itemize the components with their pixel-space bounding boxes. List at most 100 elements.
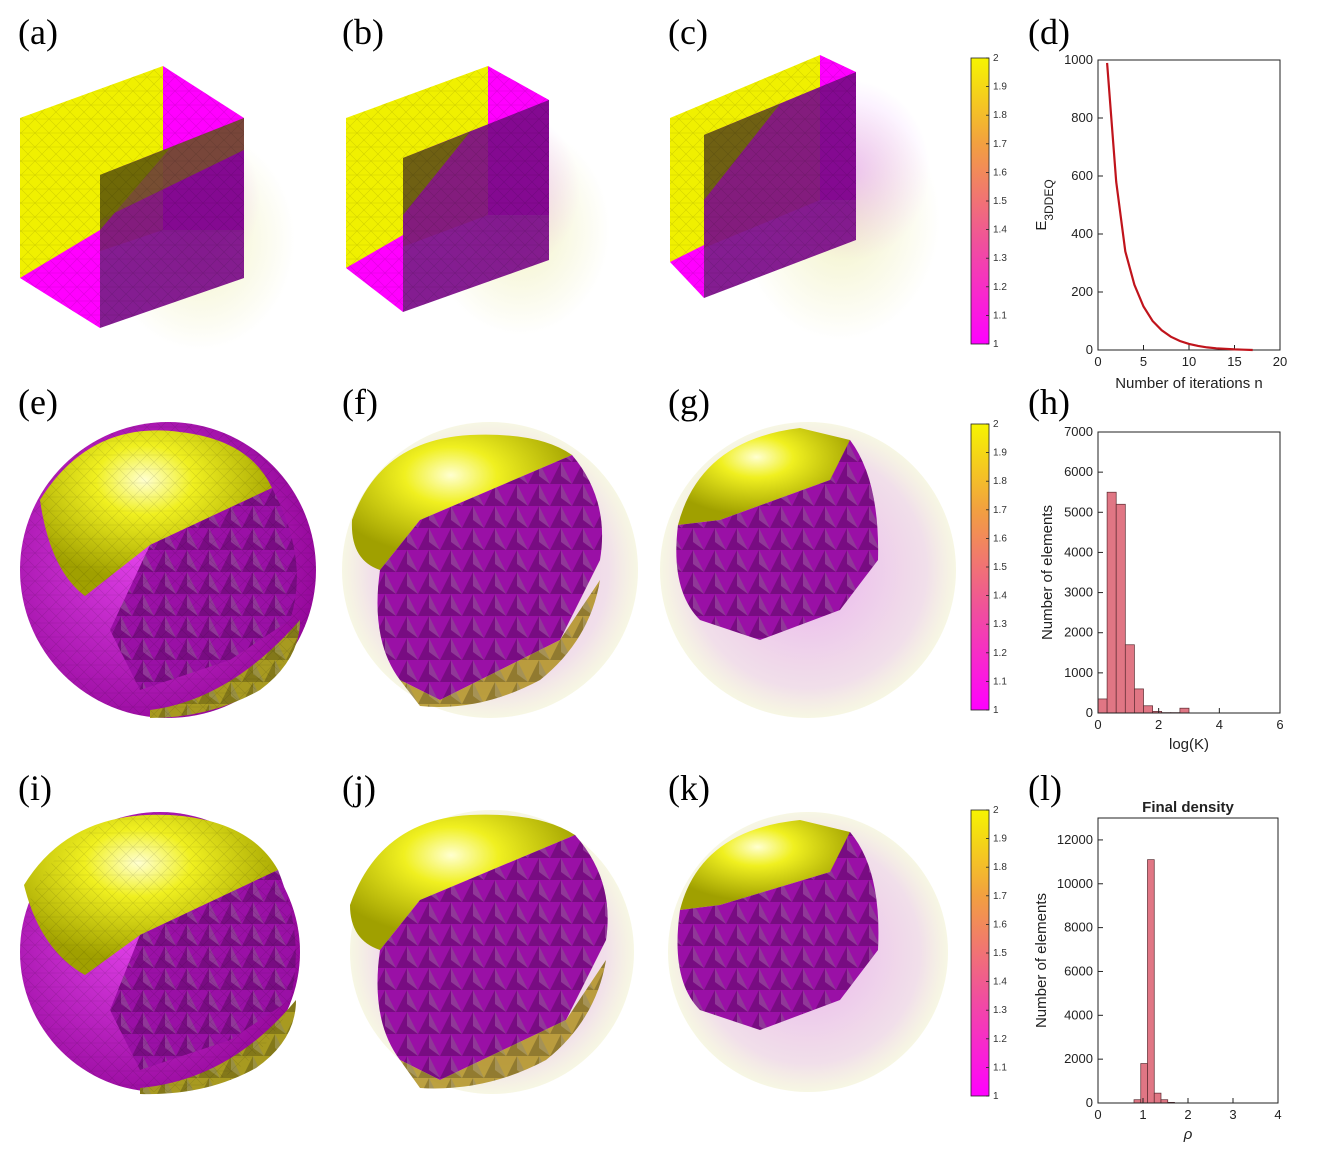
x-tick-label: 2 (1184, 1107, 1191, 1122)
cube-b (346, 66, 610, 335)
x-axis-label: Number of iterations n (1115, 375, 1263, 392)
y-axis-label: E3DDEQ (1033, 179, 1056, 230)
colorbar-tick-label: 1.7 (993, 505, 1007, 516)
x-tick-label: 10 (1182, 354, 1196, 369)
x-tick-label: 6 (1276, 717, 1283, 732)
cube-a (20, 66, 295, 350)
colorbar-tick-label: 1.6 (993, 533, 1007, 544)
colorbar-tick-label: 2 (993, 805, 999, 816)
sphere-g (660, 422, 956, 718)
panel-label-g: (g) (668, 382, 710, 422)
x-tick-label: 2 (1155, 717, 1162, 732)
colorbar-tick-label: 1.1 (993, 310, 1007, 321)
sphere-k (668, 812, 948, 1092)
histogram-bar (1097, 698, 1108, 714)
colorbar-tick-label: 1 (993, 339, 999, 350)
x-tick-label: 4 (1274, 1107, 1281, 1122)
colorbar-tick-label: 1.8 (993, 110, 1007, 121)
colorbar-tick-label: 1.9 (993, 82, 1007, 93)
colorbar-tick-label: 1.5 (993, 562, 1007, 573)
panel-label-d: (d) (1028, 12, 1070, 52)
y-axis-label: Number of elements (1039, 505, 1056, 640)
colorbar-tick-label: 2 (993, 419, 999, 430)
colorbar-tick-label: 1.3 (993, 1005, 1007, 1016)
colorbar-row1: 2 1.9 1.8 1.7 1.6 1.5 1.4 1.3 1.2 1.1 1 (970, 53, 1007, 350)
histogram-bar (1134, 688, 1144, 714)
x-tick-label: 0 (1094, 354, 1101, 369)
y-tick-label: 1000 (1064, 52, 1093, 67)
y-tick-label: 800 (1071, 110, 1093, 125)
colorbar-tick-label: 1.5 (993, 196, 1007, 207)
histogram-bar (1143, 705, 1153, 714)
y-tick-label: 6000 (1064, 963, 1093, 978)
colorbar-tick-label: 1.2 (993, 1034, 1007, 1045)
y-tick-label: 4000 (1064, 1007, 1093, 1022)
sphere-f (342, 422, 638, 718)
colorbar-tick-label: 1.8 (993, 476, 1007, 487)
x-tick-label: 4 (1216, 717, 1223, 732)
y-tick-label: 2000 (1064, 625, 1093, 640)
sphere-i (20, 812, 300, 1095)
panel-label-e: (e) (18, 382, 58, 422)
colorbar-tick-label: 1 (993, 1091, 999, 1102)
y-tick-label: 6000 (1064, 464, 1093, 479)
sphere-e (20, 422, 316, 718)
colorbar-tick-label: 1.5 (993, 948, 1007, 959)
chart-h: 0 2 4 6 0 1000 2000 3000 4000 5000 6000 7000 log(K) N… (1039, 424, 1284, 753)
colorbar-tick-label: 1.6 (993, 167, 1007, 178)
panel-label-i: (i) (18, 768, 52, 808)
y-tick-label: 8000 (1064, 920, 1093, 935)
colorbar-tick-label: 1.4 (993, 591, 1007, 602)
plot-frame (1097, 431, 1281, 714)
colorbar-tick-label: 1.2 (993, 648, 1007, 659)
histogram-bar (1115, 503, 1126, 714)
energy-line (1106, 62, 1253, 352)
colorbar-tick-label: 1.1 (993, 676, 1007, 687)
y-tick-label: 5000 (1064, 504, 1093, 519)
colorbar-tick-label: 1.3 (993, 253, 1007, 264)
x-tick-label: 0 (1094, 717, 1101, 732)
y-tick-label: 4000 (1064, 544, 1093, 559)
plot-frame (1097, 59, 1281, 351)
colorbar-tick-label: 1.9 (993, 834, 1007, 845)
y-tick-label: 1000 (1064, 665, 1093, 680)
histogram-bar (1147, 859, 1155, 1104)
colorbar-tick-label: 2 (993, 53, 999, 64)
y-tick-label: 12000 (1057, 832, 1093, 847)
y-tick-label: 200 (1071, 284, 1093, 299)
y-tick-label: 0 (1086, 342, 1093, 357)
panel-label-f: (f) (342, 382, 378, 422)
colorbar-tick-label: 1.7 (993, 891, 1007, 902)
y-tick-label: 2000 (1064, 1051, 1093, 1066)
y-tick-label: 3000 (1064, 585, 1093, 600)
colorbar-tick-label: 1.4 (993, 225, 1007, 236)
colorbar-tick-label: 1.6 (993, 919, 1007, 930)
x-tick-label: 5 (1140, 354, 1147, 369)
panel-label-k: (k) (668, 768, 710, 808)
panel-label-h: (h) (1028, 382, 1070, 422)
histogram-bar (1140, 1063, 1148, 1104)
panel-label-a: (a) (18, 12, 58, 52)
x-axis-label: ρ (1183, 1126, 1193, 1143)
cube-c (670, 55, 940, 340)
x-tick-label: 1 (1139, 1107, 1146, 1122)
y-axis-label: Number of elements (1033, 893, 1050, 1028)
colorbar-tick-label: 1.8 (993, 862, 1007, 873)
colorbar-tick-label: 1.1 (993, 1062, 1007, 1073)
panel-label-b: (b) (342, 12, 384, 52)
colorbar-tick-label: 1.4 (993, 977, 1007, 988)
y-tick-label: 600 (1071, 168, 1093, 183)
histogram-bar (1124, 644, 1135, 714)
x-axis-label: log(K) (1169, 736, 1209, 753)
colorbar-row3: 2 1.9 1.8 1.7 1.6 1.5 1.4 1.3 1.2 1.1 1 (970, 805, 1007, 1102)
histogram-bar (1179, 707, 1190, 714)
panel-label-l: (l) (1028, 768, 1062, 808)
plot-frame (1097, 817, 1279, 1104)
colorbar-tick-label: 1.9 (993, 448, 1007, 459)
colorbar-tick-label: 1 (993, 705, 999, 716)
y-tick-label: 0 (1086, 1095, 1093, 1110)
x-tick-label: 15 (1227, 354, 1241, 369)
y-tick-label: 0 (1086, 705, 1093, 720)
x-tick-label: 3 (1229, 1107, 1236, 1122)
